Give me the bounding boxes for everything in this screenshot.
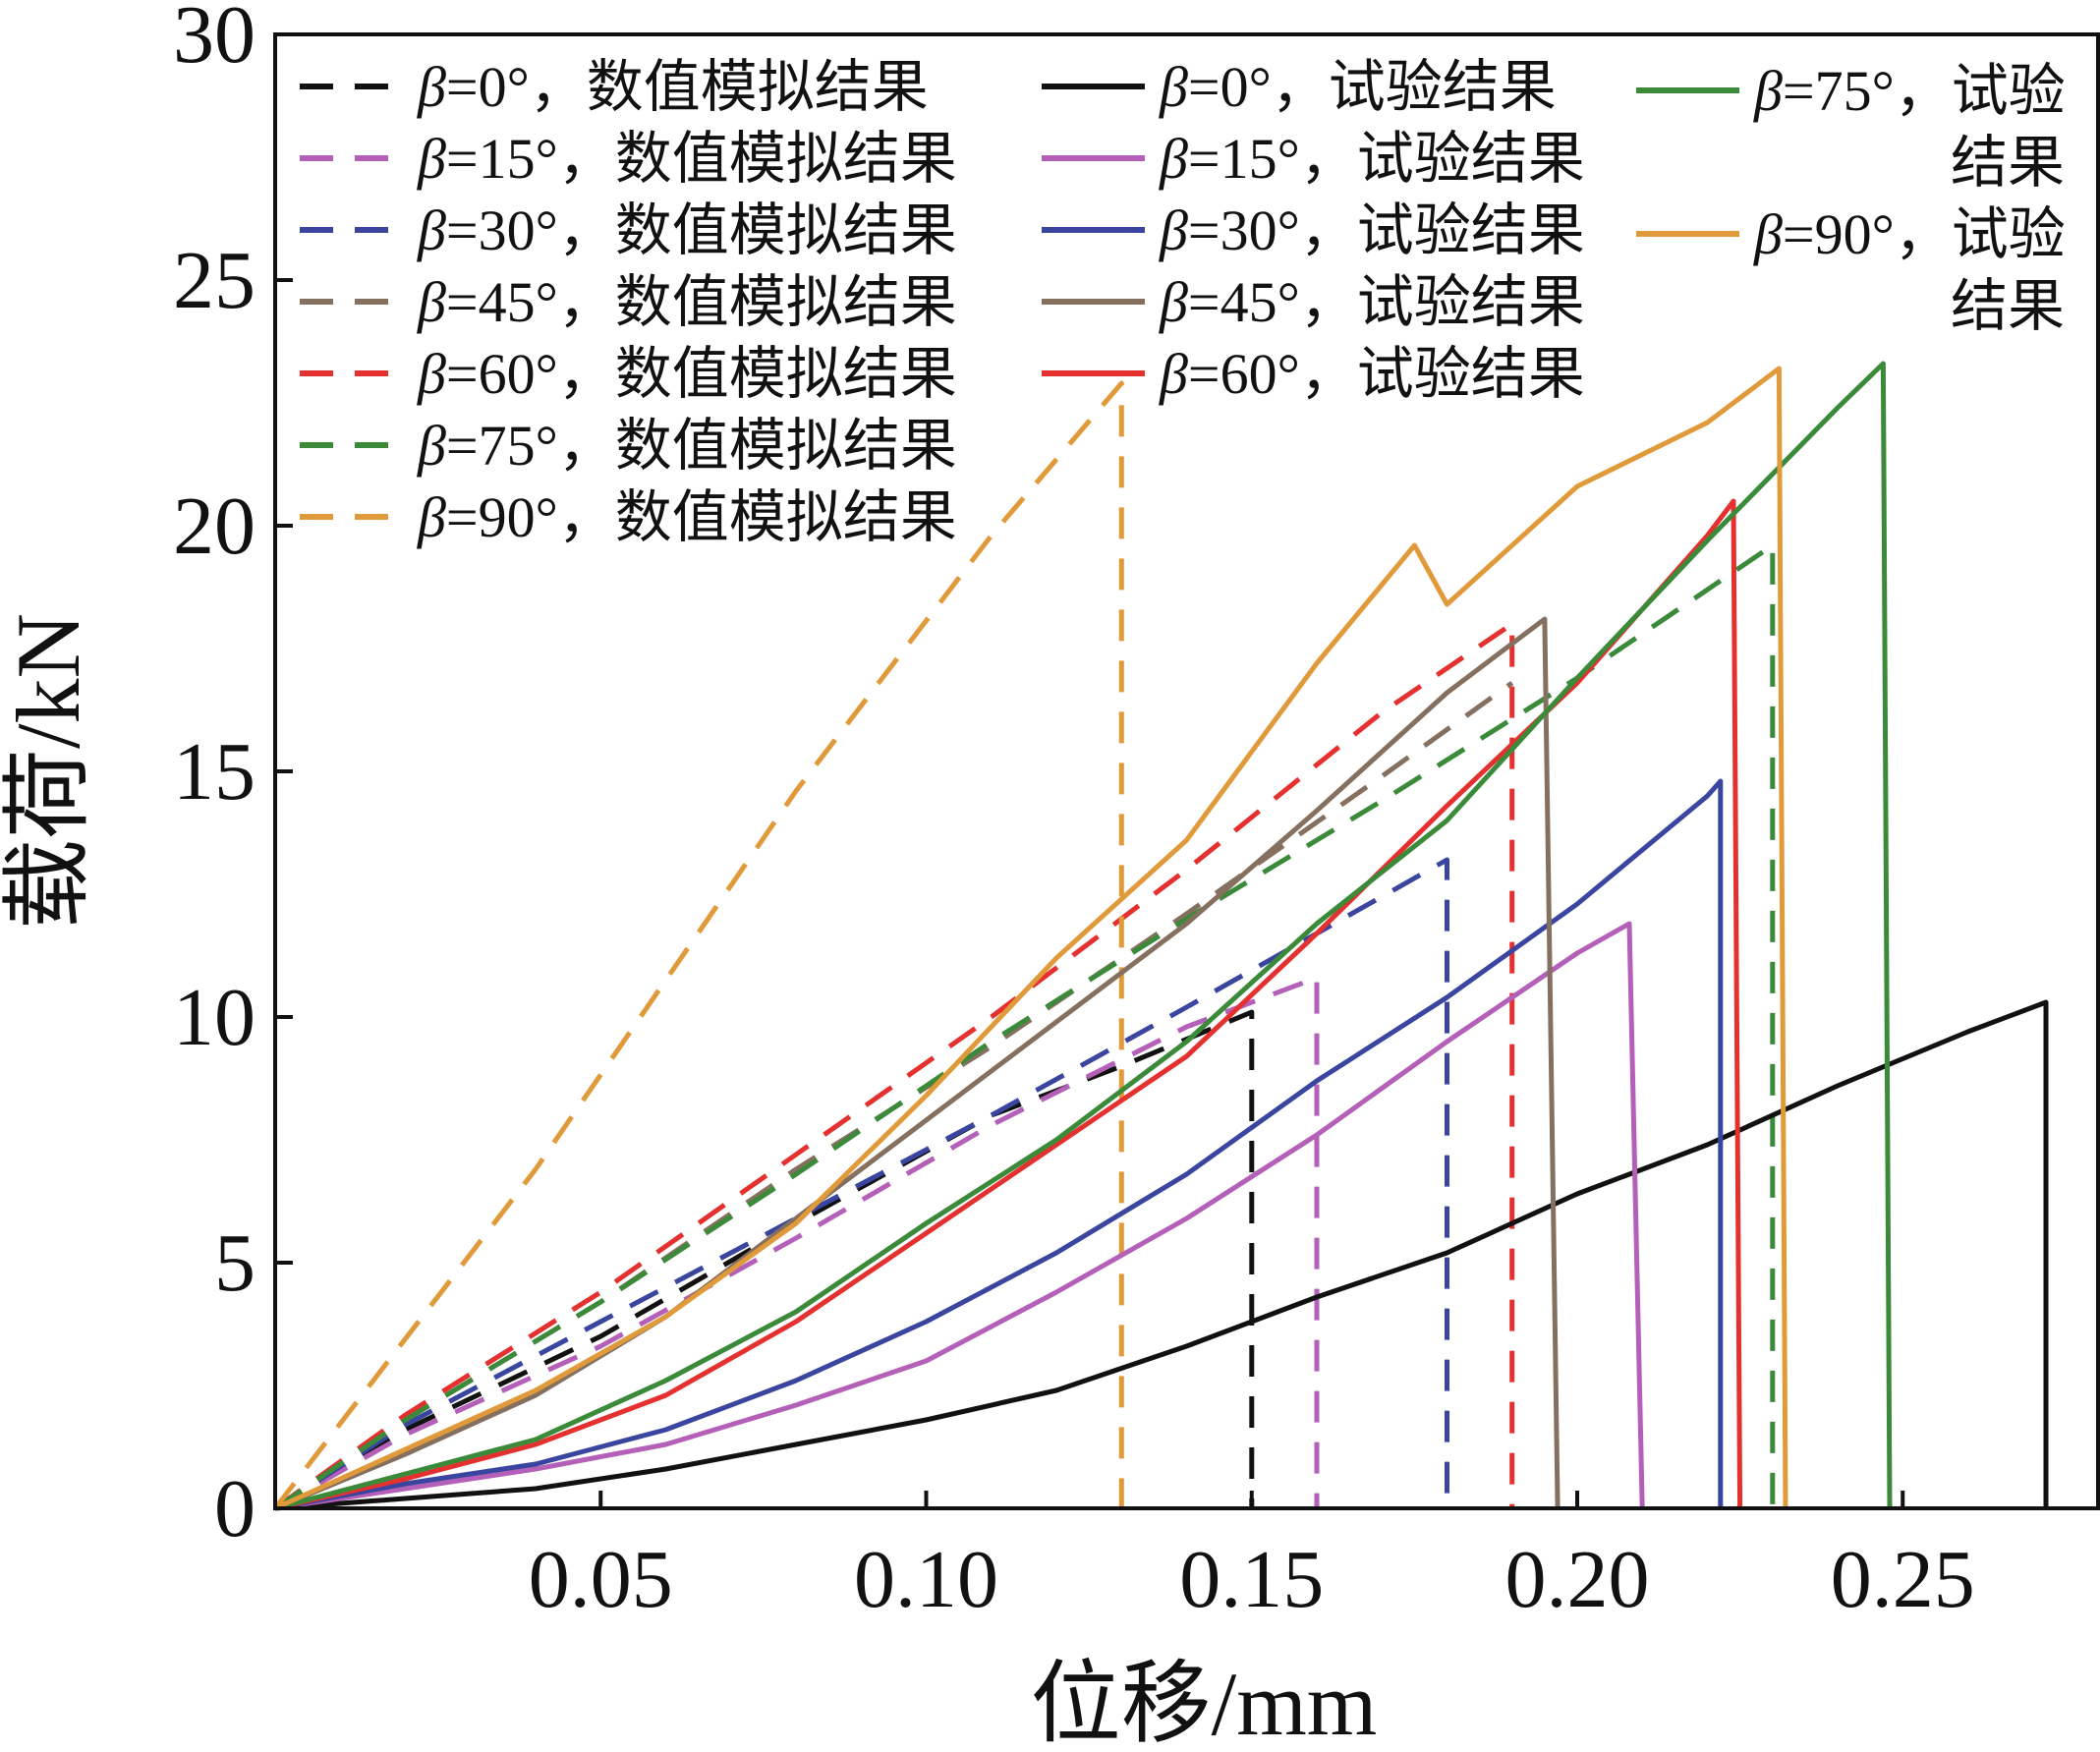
legend-label: β=15°，数值模拟结果 [417,127,957,191]
legend-label: β=0°，试验结果 [1159,55,1557,119]
legend-beta-symbol: β [1159,270,1188,334]
legend-label: β=60°，数值模拟结果 [417,342,957,406]
y-tick-label: 30 [173,0,255,81]
series-line-9 [274,921,1645,1511]
legend-label: β=45°，数值模拟结果 [417,270,957,334]
legend-label: β=15°，试验结果 [1159,127,1585,191]
legend-beta-symbol: β [1753,202,1783,266]
legend-beta-symbol: β [417,198,446,262]
legend-beta-symbol: β [417,270,446,334]
legend-beta-symbol: β [1159,127,1188,191]
legend-label: β=30°，试验结果 [1159,198,1585,262]
x-tick-label: 0.10 [854,1534,998,1625]
series-line-13 [274,361,1893,1511]
y-tick-label: 0 [214,1463,255,1554]
legend-beta-symbol: β [417,414,446,478]
plot-frame [273,32,2100,1510]
series-line-5 [273,621,1515,1511]
legend-label: β=90°，试验结果 [1753,202,2066,338]
legend-beta-symbol: β [1753,59,1783,123]
series-line-3 [273,857,1449,1511]
y-tick-label: 25 [173,235,255,326]
y-tick-label: 15 [173,726,255,818]
legend: β=0°，数值模拟结果 β=15°，数值模拟结果 β=30°，数值模拟结果 β=45°… [300,55,2066,549]
series-line-1 [273,1009,1255,1511]
series-line-10 [274,778,1724,1511]
series-line-7 [273,380,1124,1510]
legend-beta-symbol: β [1159,342,1188,406]
legend-label: β=75°，数值模拟结果 [417,414,957,478]
y-tick-label: 10 [173,972,255,1063]
y-axis-title: 载荷/kN [0,613,98,930]
series-line-14 [273,366,1788,1511]
series-line-8 [274,999,2049,1511]
legend-label: β=30°，数值模拟结果 [417,198,957,262]
x-tick-label: 0.15 [1179,1534,1324,1625]
legend-beta-symbol: β [417,55,446,119]
legend-beta-symbol: β [417,127,446,191]
legend-beta-symbol: β [1159,198,1188,262]
series-line-2 [273,975,1320,1511]
legend-label: β=45°，试验结果 [1159,270,1585,334]
tick-layer: 0 5 10 15 20 25 30 0.05 0.10 0.15 0.20 0.25 [173,0,1975,1625]
y-tick-label: 20 [173,480,255,572]
x-tick-label: 0.05 [529,1534,673,1625]
legend-label: β=75°，试验结果 [1753,59,2066,195]
series-line-6 [273,542,1776,1511]
legend-label: β=90°，数值模拟结果 [417,485,957,549]
y-tick-label: 5 [214,1217,255,1309]
series-layer [273,361,2049,1511]
legend-beta-symbol: β [417,342,446,406]
legend-beta-symbol: β [417,485,446,549]
x-tick-label: 0.20 [1505,1534,1650,1625]
legend-label: β=0°，数值模拟结果 [417,55,929,119]
legend-beta-symbol: β [1159,55,1188,119]
x-tick-label: 0.25 [1831,1534,1975,1625]
x-axis-title: 位移/mm [1031,1654,1378,1752]
series-line-11 [274,616,1561,1511]
legend-label: β=60°，试验结果 [1159,342,1585,406]
